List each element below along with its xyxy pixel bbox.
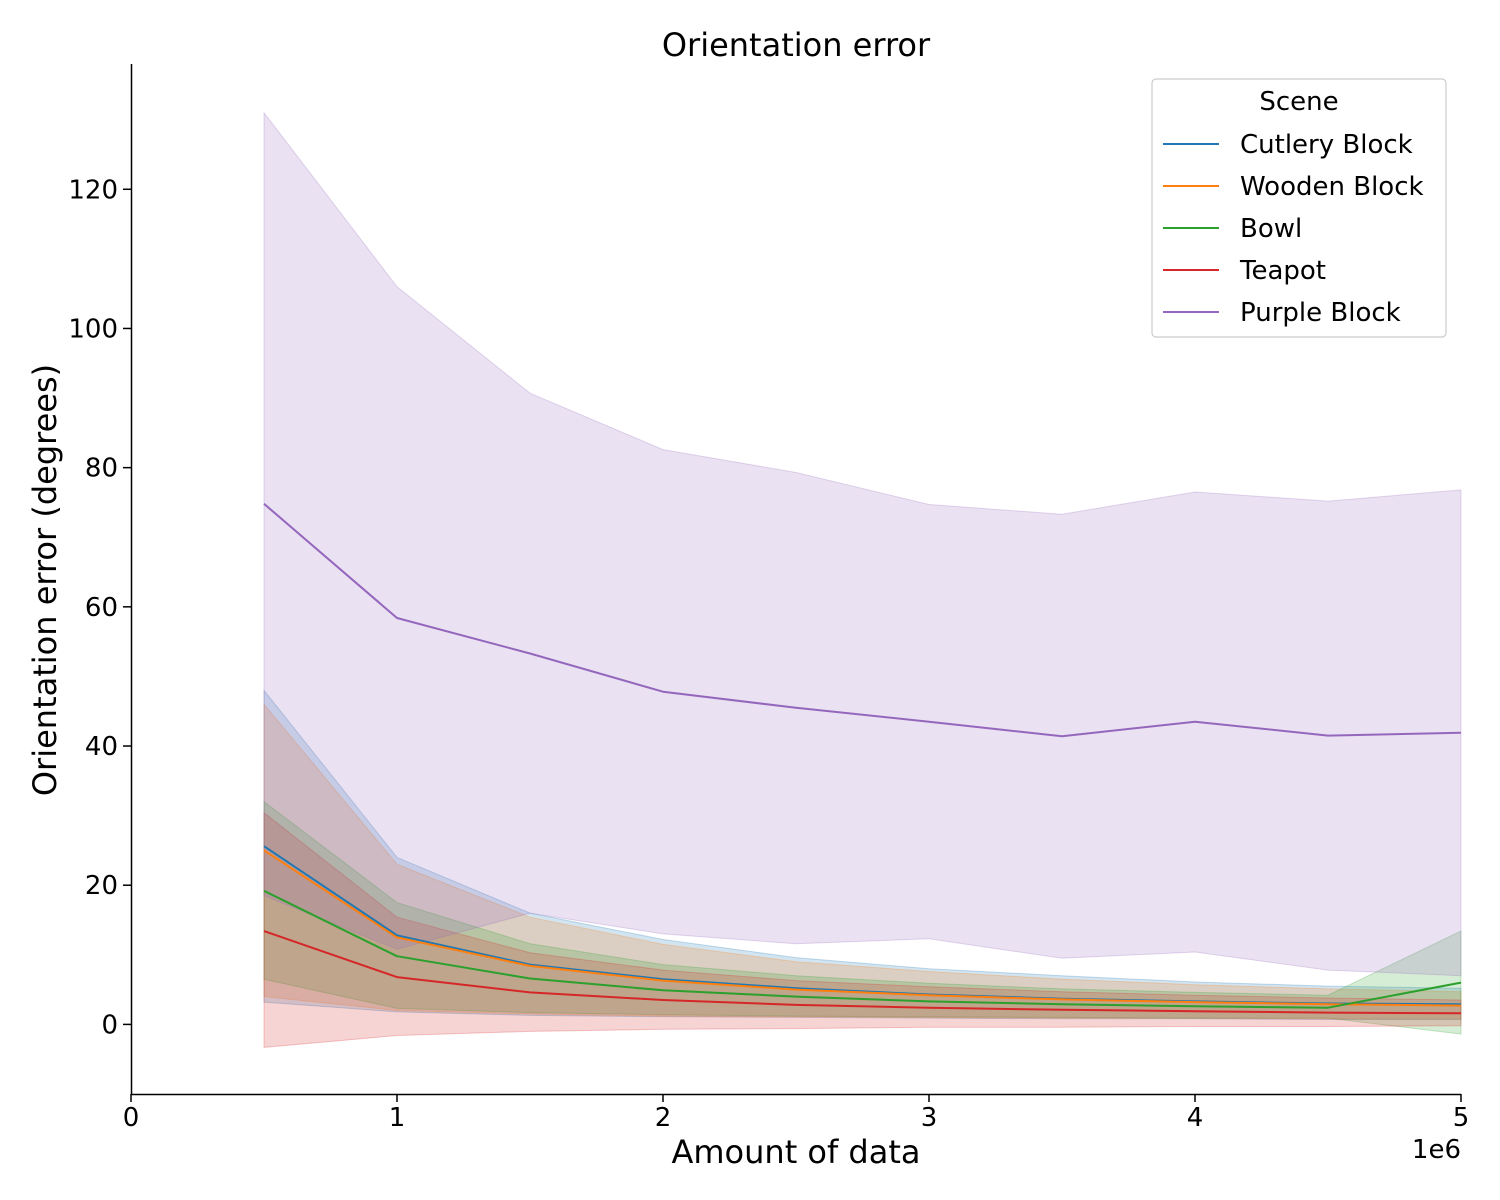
legend-items: Cutlery Block Wooden Block Bowl Teapot Purpl…: [1163, 130, 1424, 328]
bowl-band: [263, 800, 1462, 1035]
y-tick-label: 20: [85, 871, 118, 901]
y-axis-label: Orientation error (degrees): [26, 364, 64, 796]
wooden-block-line: [263, 849, 1462, 1007]
wooden-block-band: [263, 702, 1462, 1020]
x-axis-label: Amount of data: [671, 1133, 920, 1171]
x-tick-label: 0: [123, 1103, 140, 1133]
legend-title: Scene: [1259, 87, 1338, 117]
x-tick-label: 2: [655, 1103, 672, 1133]
legend-label-purple-block: Purple Block: [1240, 298, 1401, 328]
legend-label-wooden-block: Wooden Block: [1240, 172, 1424, 202]
legend-label-cutlery-block: Cutlery Block: [1240, 130, 1413, 160]
y-ticks: 0 20 40 60 80 100 120: [68, 175, 131, 1040]
series-lines: [263, 503, 1462, 1015]
y-tick-label: 40: [85, 732, 118, 762]
y-tick-label: 120: [68, 175, 118, 205]
y-tick-label: 80: [85, 454, 118, 484]
bowl-line: [263, 889, 1462, 1009]
purple-block-line: [263, 503, 1462, 738]
legend-frame: [1151, 78, 1447, 338]
x-ticks: 0 1 2 3 4 5: [123, 1094, 1470, 1133]
x-tick-label: 4: [1187, 1103, 1204, 1133]
x-tick-label: 3: [921, 1103, 938, 1133]
chart-title: Orientation error: [662, 26, 931, 64]
cutlery-block-band: [263, 688, 1462, 1020]
x-tick-label: 5: [1453, 1103, 1470, 1133]
legend-label-bowl: Bowl: [1240, 214, 1302, 244]
confidence-bands: [263, 111, 1462, 1048]
teapot-band: [263, 811, 1462, 1048]
x-offset-label: 1e6: [1412, 1135, 1461, 1165]
x-tick-label: 1: [389, 1103, 406, 1133]
y-tick-label: 0: [101, 1010, 118, 1040]
legend-label-teapot: Teapot: [1239, 256, 1326, 286]
axes: [130, 64, 1461, 1096]
teapot-line: [263, 930, 1462, 1015]
purple-block-band: [263, 111, 1462, 977]
y-tick-label: 100: [68, 314, 118, 344]
y-tick-label: 60: [85, 593, 118, 623]
legend: Scene Cutlery Block Wooden Block Bowl Teapo…: [1151, 78, 1447, 338]
